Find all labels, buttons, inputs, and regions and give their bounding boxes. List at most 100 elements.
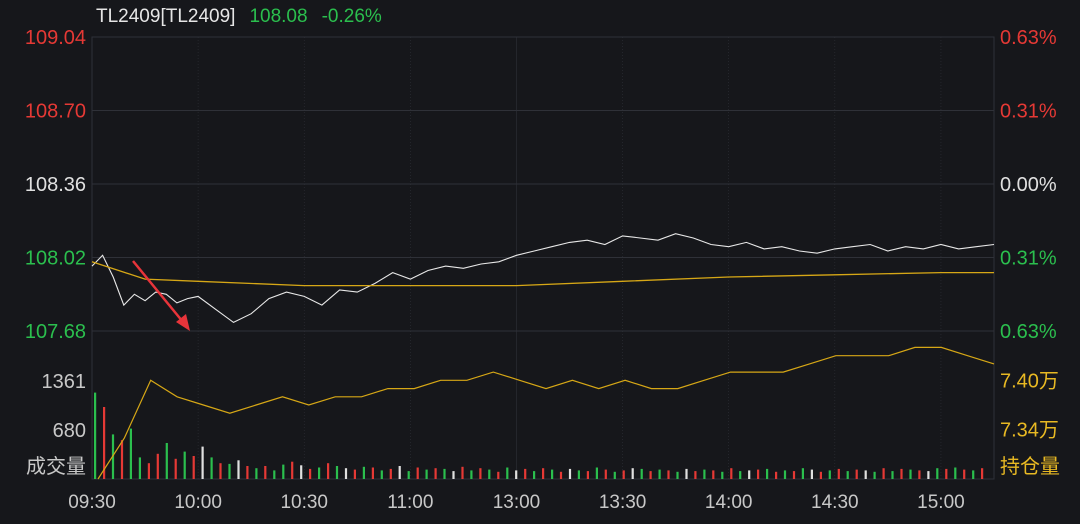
percent-tick-label: 0.00%: [1000, 174, 1057, 196]
volume-tick-label: 680: [53, 420, 86, 442]
volume-bar: [425, 469, 428, 479]
volume-bar: [380, 470, 383, 479]
open-interest-tick-label: 7.40万: [1000, 370, 1059, 392]
volume-bar: [837, 468, 840, 479]
percent-tick-label: 0.31%: [1000, 101, 1057, 123]
contract-symbol: TL2409[TL2409]: [96, 6, 236, 27]
volume-bar: [470, 470, 473, 479]
volume-bar: [533, 471, 536, 479]
volume-bar: [873, 471, 876, 479]
open-interest-tick-label: 7.34万: [1000, 420, 1059, 442]
volume-bar: [201, 446, 204, 479]
volume-bar: [362, 466, 365, 479]
price-tick-label: 109.04: [25, 27, 86, 49]
volume-bar: [927, 471, 930, 479]
volume-bar: [389, 468, 392, 479]
volume-bar: [559, 471, 563, 479]
volume-bar: [497, 471, 500, 479]
volume-bar: [685, 468, 688, 479]
volume-bar: [488, 469, 491, 479]
volume-bar: [120, 440, 124, 479]
volume-bar: [461, 466, 464, 479]
volume-bar: [443, 468, 446, 479]
volume-bar: [936, 468, 939, 479]
volume-bar: [748, 470, 751, 479]
percent-tick-label: 0.63%: [1000, 321, 1057, 343]
volume-bar: [954, 467, 957, 479]
volume-bar: [568, 468, 572, 479]
volume-bar: [282, 464, 285, 479]
volume-bar: [604, 469, 607, 479]
volume-bar: [595, 467, 598, 479]
chart-header: TL2409[TL2409] 108.08 -0.26%: [96, 6, 382, 28]
volume-bar: [757, 469, 760, 479]
volume-bar: [246, 466, 249, 479]
volume-bar: [828, 470, 831, 479]
volume-bar: [801, 468, 804, 479]
open-interest-line: [97, 346, 995, 480]
volume-bar: [344, 468, 348, 479]
volume-bar: [479, 468, 482, 479]
volume-bar: [138, 457, 141, 479]
percent-tick-label: 0.31%: [1000, 248, 1057, 270]
volume-bar: [156, 453, 159, 479]
average-price-line: [91, 261, 994, 287]
volume-bar: [622, 470, 625, 479]
volume-bar: [846, 471, 849, 479]
volume-bar: [318, 467, 321, 479]
volume-bar: [945, 468, 948, 479]
annotation-arrow-head: [176, 314, 190, 331]
volume-bar: [309, 468, 312, 479]
volume-bar: [291, 461, 294, 479]
volume-bar: [237, 460, 240, 479]
volume-bar: [667, 470, 670, 479]
volume-bar: [335, 466, 339, 479]
time-tick-label: 11:00: [387, 492, 433, 513]
volume-bar: [631, 468, 634, 479]
volume-bar: [882, 468, 885, 479]
volume-bar: [371, 467, 374, 479]
volume-bar: [775, 471, 778, 479]
volume-bar: [434, 468, 437, 479]
volume-bar: [542, 468, 545, 479]
volume-bar: [783, 470, 787, 479]
volume-bar: [129, 428, 132, 479]
volume-bar: [694, 471, 697, 479]
volume-bar: [721, 471, 724, 479]
last-price: 108.08: [249, 6, 308, 27]
volume-bar: [515, 470, 518, 479]
volume-bar: [712, 470, 715, 479]
volume-bar: [416, 467, 419, 479]
volume-bar: [174, 458, 177, 479]
price-change-percent: -0.26%: [321, 6, 382, 27]
volume-bar: [452, 471, 455, 479]
volume-bar: [864, 470, 867, 479]
volume-bar: [103, 407, 106, 479]
time-tick-label: 14:00: [705, 492, 753, 513]
volume-label: 成交量: [26, 455, 86, 478]
volume-bar: [524, 468, 527, 479]
price-tick-label: 108.02: [25, 248, 86, 270]
volume-bar: [649, 471, 652, 479]
price-tick-label: 108.70: [25, 101, 86, 123]
volume-bar: [165, 443, 168, 479]
volume-bar: [676, 471, 679, 479]
volume-bar: [586, 471, 589, 479]
volume-bar: [963, 469, 966, 479]
volume-bar: [577, 470, 580, 479]
volume-bar: [210, 457, 213, 479]
volume-bar: [613, 471, 616, 479]
price-tick-label: 107.68: [25, 321, 86, 343]
volume-bar: [219, 463, 222, 479]
volume-bar: [972, 470, 975, 479]
volume-bar: [228, 463, 231, 479]
volume-bar: [94, 392, 97, 479]
volume-bar: [273, 470, 276, 479]
volume-bar: [407, 471, 410, 479]
volume-bar: [703, 469, 706, 479]
price-line: [91, 233, 995, 324]
volume-bar: [855, 469, 858, 479]
volume-bar: [255, 468, 258, 479]
